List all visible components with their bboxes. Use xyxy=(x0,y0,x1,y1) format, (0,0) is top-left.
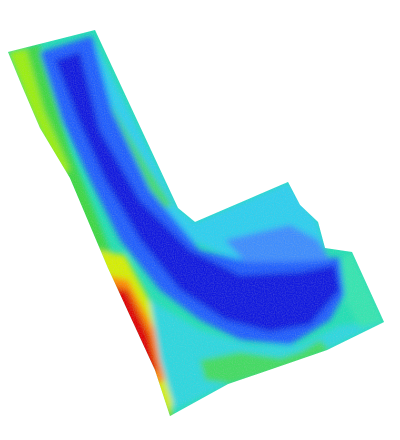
terrain-texture xyxy=(8,30,384,416)
terrain-layers xyxy=(8,30,384,416)
elevation-raster xyxy=(8,30,384,416)
elevation-map xyxy=(8,30,384,416)
